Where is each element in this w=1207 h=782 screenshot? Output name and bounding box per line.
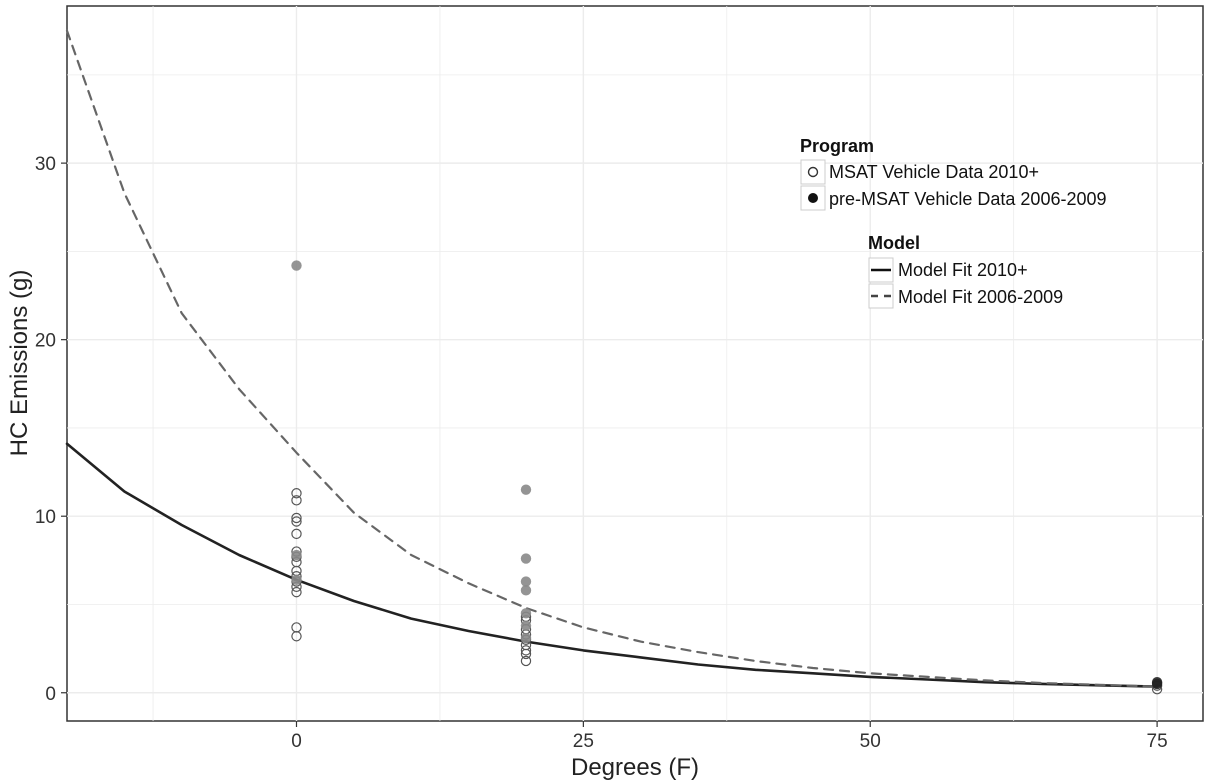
msat-data-point <box>291 516 302 527</box>
y-tick-label: 30 <box>35 154 56 175</box>
grid-lines <box>67 6 1203 721</box>
model-fit-2010-line <box>65 442 1159 688</box>
axis-ticks: 0 25 50 75 0 10 20 30 <box>35 154 1168 752</box>
x-tick-label: 50 <box>860 731 881 752</box>
legend-model-label-2: Model Fit 2006-2009 <box>898 287 1063 307</box>
msat-data-point <box>520 645 532 656</box>
pre-msat-data-point <box>520 553 532 564</box>
pre-msat-data-point <box>291 549 302 561</box>
legend-program-label-1: MSAT Vehicle Data 2010+ <box>829 162 1039 182</box>
pre-msat-data-point <box>520 484 532 495</box>
y-tick-label: 10 <box>35 507 56 528</box>
model-fit-lines <box>65 29 1159 688</box>
msat-data-point <box>291 631 302 642</box>
pre-msat-data-point <box>520 620 532 631</box>
y-tick-label: 20 <box>35 331 56 352</box>
legend-program-label-2: pre-MSAT Vehicle Data 2006-2009 <box>829 189 1107 209</box>
msat-data-point <box>291 512 302 524</box>
msat-data-point <box>291 488 302 499</box>
legend-open-circle-icon <box>807 166 819 178</box>
pre-msat-data-point <box>1151 678 1163 690</box>
legend-model-title: Model <box>868 233 920 253</box>
pre-msat-data-point <box>520 576 532 587</box>
pre-msat-data-point <box>520 632 532 644</box>
msat-data-point <box>520 648 532 660</box>
y-axis-title: HC Emissions (g) <box>6 270 33 457</box>
data-points <box>291 260 1163 695</box>
legend-program-title: Program <box>800 136 874 156</box>
plot-panel <box>66 5 1204 722</box>
msat-data-point <box>291 586 302 598</box>
x-tick-label: 25 <box>573 731 594 752</box>
pre-msat-data-point <box>291 574 302 585</box>
pre-msat-data-point <box>520 608 532 619</box>
x-tick-label: 75 <box>1147 731 1168 752</box>
msat-data-point <box>520 655 532 667</box>
legend-model-label-1: Model Fit 2010+ <box>898 260 1028 280</box>
model-fit-2006-2009-line <box>65 29 1159 688</box>
pre-msat-data-point <box>291 260 302 271</box>
msat-data-point <box>291 528 302 540</box>
y-tick-label: 0 <box>45 684 56 705</box>
x-tick-label: 0 <box>291 731 302 752</box>
x-axis-title: Degrees (F) <box>571 754 699 781</box>
msat-data-point <box>291 495 302 506</box>
legend-filled-circle-icon <box>808 193 818 203</box>
legend-model: Model Model Fit 2010+ Model Fit 2006-200… <box>868 233 1063 309</box>
legend-program: Program MSAT Vehicle Data 2010+ pre-MSAT… <box>800 136 1107 211</box>
pre-msat-data-point <box>520 585 532 596</box>
